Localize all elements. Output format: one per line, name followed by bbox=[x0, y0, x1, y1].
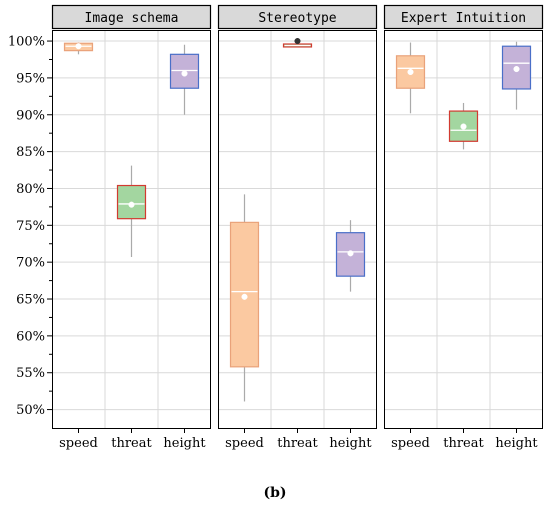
figure-caption: (b) bbox=[263, 485, 286, 501]
box-mean-marker bbox=[347, 250, 354, 257]
box-mean-marker bbox=[181, 70, 188, 77]
y-tick-label: 70% bbox=[16, 256, 45, 271]
box-height bbox=[501, 41, 532, 110]
box-mean-marker bbox=[460, 123, 467, 130]
box-speed bbox=[63, 42, 94, 55]
box-iqr bbox=[395, 55, 426, 89]
x-tick-label: height bbox=[163, 436, 206, 451]
x-tick-label: threat bbox=[443, 436, 484, 451]
y-tick-label: 65% bbox=[16, 293, 45, 308]
x-tick-label: height bbox=[495, 436, 538, 451]
box-threat bbox=[448, 102, 479, 150]
y-axis: 100% 95% 90% 85% 80% 75% 70% 65% 60% 55% 50% bbox=[8, 35, 52, 418]
panel-title: Image schema bbox=[85, 11, 179, 26]
y-tick-label: 100% bbox=[8, 35, 45, 50]
box-height bbox=[169, 44, 200, 115]
y-tick-label: 50% bbox=[16, 403, 45, 418]
panel-2: Expert Intuition speed threat height bbox=[383, 4, 544, 451]
box-mean-marker bbox=[128, 201, 135, 208]
panel-0: Image schema speed threat height bbox=[51, 4, 212, 451]
box-mean-marker bbox=[513, 66, 520, 73]
box-mean-marker bbox=[75, 43, 82, 50]
y-tick-label: 55% bbox=[16, 366, 45, 381]
y-tick-label: 60% bbox=[16, 329, 45, 344]
box-threat bbox=[116, 165, 147, 258]
x-tick-label: speed bbox=[59, 436, 98, 451]
y-tick-label: 75% bbox=[16, 219, 45, 234]
panel-title-strip bbox=[51, 4, 212, 30]
box-height bbox=[335, 220, 366, 292]
y-tick-label: 95% bbox=[16, 71, 45, 86]
panel-frame bbox=[384, 30, 543, 429]
x-tick-label: speed bbox=[225, 436, 264, 451]
panels-layer: Image schema speed threat height Stereotype s… bbox=[51, 4, 544, 451]
x-tick-label: threat bbox=[277, 436, 318, 451]
box-mean-marker bbox=[241, 293, 248, 300]
panel-title-strip bbox=[217, 4, 378, 30]
y-tick-label: 80% bbox=[16, 182, 45, 197]
x-tick-label: height bbox=[329, 436, 372, 451]
box-iqr bbox=[501, 45, 532, 90]
panel-title: Stereotype bbox=[258, 11, 336, 26]
box-mean-marker bbox=[407, 68, 414, 76]
y-tick-label: 85% bbox=[16, 145, 45, 160]
panel-title: Expert Intuition bbox=[401, 11, 526, 26]
y-tick-label: 90% bbox=[16, 108, 45, 123]
x-tick-label: speed bbox=[391, 436, 430, 451]
x-tick-label: threat bbox=[111, 436, 152, 451]
box-speed bbox=[395, 42, 426, 114]
box-threat bbox=[282, 38, 313, 48]
box-mean-marker bbox=[294, 38, 301, 45]
box-speed bbox=[229, 194, 260, 402]
box-iqr bbox=[448, 110, 479, 142]
panel-title-strip bbox=[383, 4, 544, 30]
panel-1: Stereotype speed threat height bbox=[217, 4, 378, 451]
